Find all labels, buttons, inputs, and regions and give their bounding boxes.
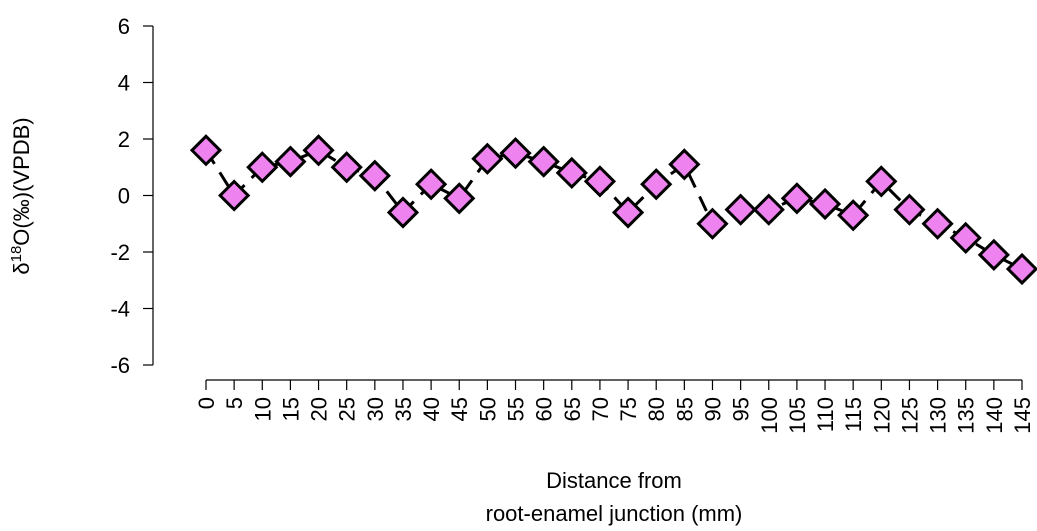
data-point-diamond [302,134,335,167]
x-tick-label: 95 [729,397,754,421]
data-point-diamond [218,179,251,212]
x-tick-label: 110 [813,397,838,432]
data-point-diamond [1005,252,1037,286]
y-tick-label: 4 [118,71,130,96]
y-axis-label-superscript: 18 [8,246,25,263]
x-tick-label: 125 [897,397,922,434]
data-point-diamond [274,145,307,178]
data-point-diamond [189,134,223,167]
x-tick-label: 115 [841,397,866,432]
data-point-diamond [921,207,954,240]
x-tick-label: 25 [335,397,360,421]
x-tick-label: 20 [307,397,332,421]
data-point-diamond [949,221,982,254]
data-point-diamond [386,196,420,229]
x-tick-label: 45 [447,397,472,421]
data-point-diamond [611,196,645,229]
data-point-diamond [583,165,617,198]
x-axis: 0 5 10 15 20 25 30 35 40 45 50 55 60 65 70 75 80 85 90 95 10… [194,379,1035,434]
x-tick-label: 145 [1010,397,1035,434]
data-point-diamond [471,142,504,175]
x-tick-label: 130 [926,397,951,434]
data-point-diamond [780,182,814,215]
y-tick-label: 2 [118,127,130,152]
x-tick-label: 50 [475,397,500,421]
data-point-diamond [977,238,1010,271]
x-tick-label: 10 [250,397,275,421]
data-point-diamond [555,156,588,190]
data-point-diamond [837,199,870,232]
data-point-diamond [808,187,842,221]
data-point-diamond [499,137,532,170]
y-tick-label: -6 [110,353,130,378]
x-tick-label: 140 [982,397,1007,434]
x-tick-label: 90 [700,397,725,421]
data-point-diamond [696,207,729,240]
x-tick-label: 60 [532,397,557,421]
x-tick-label: 105 [785,397,810,434]
x-tick-label: 0 [194,397,219,409]
y-axis-label-prefix: δ [9,262,34,274]
x-tick-label: 120 [869,397,894,434]
x-tick-label: 75 [616,397,641,421]
data-point-diamond [358,159,391,192]
data-point-diamond [724,193,757,226]
data-point-diamond [668,148,701,181]
data-point-diamond [443,182,476,215]
x-tick-label: 5 [222,397,247,409]
data-point-diamond [414,168,448,201]
data-point-diamond [640,168,673,201]
x-axis-label-line-1: Distance from [546,468,682,493]
x-axis-label-line-2: root-enamel junction (mm) [486,501,743,526]
x-tick-label: 65 [560,397,585,421]
x-tick-label: 40 [419,397,444,421]
data-point-diamond [246,151,279,184]
y-tick-label: 0 [118,184,130,209]
x-tick-label: 35 [391,397,416,421]
data-point-diamond [330,151,363,184]
x-tick-label: 30 [363,397,388,421]
x-tick-label: 80 [644,397,669,421]
y-tick-label: -4 [110,297,130,322]
data-point-diamond [893,193,926,226]
x-tick-label: 100 [757,397,782,434]
y-axis-label: δ18O(‰)(VPDB) [8,117,34,274]
data-point-diamond [527,145,560,178]
x-tick-label: 135 [954,397,979,434]
data-point-diamond [752,193,785,226]
x-tick-label: 70 [588,397,613,421]
x-tick-label: 55 [504,397,529,421]
y-axis-label-rest: O(‰)(VPDB) [9,117,34,245]
series-points-group [189,134,1037,286]
y-tick-label: -2 [110,240,130,265]
y-tick-label: 6 [118,14,130,39]
x-tick-label: 85 [672,397,697,421]
data-point-diamond [865,165,898,198]
y-axis: -6 -4 -2 0 2 4 6 [110,14,154,378]
x-tick-label: 15 [278,397,303,421]
